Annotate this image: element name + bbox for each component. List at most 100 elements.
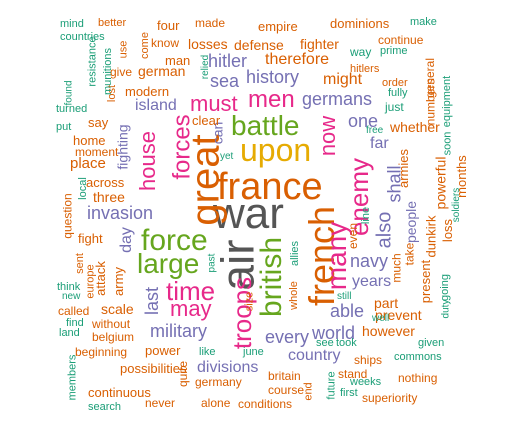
word-loss: loss — [440, 218, 456, 243]
word-able: able — [330, 301, 365, 321]
word-going: going — [438, 274, 451, 301]
word-hitler: hitler — [208, 51, 248, 71]
word-time: time — [166, 276, 216, 306]
word-made: made — [195, 16, 226, 30]
word-one: one — [348, 111, 379, 131]
word-mind: mind — [60, 18, 84, 30]
word-moment: moment — [75, 145, 119, 159]
word-found: found — [63, 80, 75, 106]
word-way: way — [350, 45, 372, 59]
word-country: country — [288, 347, 341, 364]
word-resistance: resistance — [86, 36, 99, 87]
word-say: say — [88, 115, 109, 130]
word-allies: allies — [289, 240, 302, 267]
word-like: like — [199, 346, 216, 358]
word-prime: prime — [380, 45, 408, 57]
word-large: large — [137, 248, 200, 279]
word-free: free — [366, 125, 384, 136]
word-sea: sea — [210, 71, 240, 91]
word-stand: stand — [338, 367, 368, 381]
word-however: however — [362, 323, 415, 339]
word-know: know — [151, 36, 180, 50]
word-house: house — [134, 131, 160, 191]
word-modern: modern — [125, 84, 170, 99]
word-alone: alone — [201, 396, 231, 410]
word-years: years — [352, 273, 392, 290]
word-britain: britain — [268, 369, 301, 383]
word-first: first — [340, 387, 358, 399]
word-use: use — [117, 40, 130, 59]
word-dunkirk: dunkirk — [423, 215, 439, 258]
word-line: line — [360, 206, 373, 225]
word-world: world — [312, 323, 356, 343]
word-now: now — [315, 115, 341, 157]
word-place: place — [70, 155, 106, 172]
word-order: order — [382, 77, 408, 89]
word-belgium: belgium — [92, 330, 135, 344]
word-soon: soon — [441, 131, 454, 156]
word-put: put — [56, 121, 72, 133]
word-superiority: superiority — [362, 391, 418, 405]
word-hitlers: hitlers — [350, 63, 380, 75]
word-german: german — [138, 63, 186, 79]
word-still: still — [337, 291, 352, 302]
word-must: must — [190, 91, 238, 116]
word-powerful: powerful — [432, 156, 449, 210]
word-took: took — [336, 337, 357, 349]
word-without: without — [92, 317, 131, 331]
word-man: man — [165, 53, 191, 68]
word-countries: countries — [60, 31, 105, 43]
word-invasion: invasion — [87, 203, 154, 223]
word-three: three — [93, 189, 125, 205]
word-whether: whether — [390, 119, 440, 135]
word-see: see — [316, 337, 334, 349]
word-fighter: fighter — [300, 36, 339, 52]
word-military: military — [150, 321, 207, 341]
word-land: land — [59, 327, 80, 339]
word-losses: losses — [188, 36, 228, 52]
word-every: every — [265, 327, 310, 347]
word-germany: germany — [195, 375, 242, 389]
word-question: question — [60, 193, 75, 239]
word-germans: germans — [302, 89, 373, 109]
word-may: may — [170, 296, 212, 321]
word-present: present — [418, 259, 434, 304]
word-called: called — [58, 304, 90, 318]
word-prevent: prevent — [375, 307, 422, 323]
word-navy: navy — [350, 251, 389, 271]
word-soldiers: soldiers — [451, 187, 463, 223]
word-fight: fight — [78, 231, 103, 246]
word-france: france — [217, 166, 323, 208]
word-relied: relied — [200, 54, 212, 80]
word-take: take — [402, 242, 417, 266]
word-given: given — [418, 337, 445, 349]
word-better: better — [98, 17, 127, 29]
word-empire: empire — [258, 19, 298, 34]
word-power: power — [145, 343, 181, 358]
word-commons: commons — [394, 351, 442, 363]
word-much: much — [389, 253, 404, 283]
word-ships: ships — [354, 353, 383, 367]
word-battle: battle — [231, 110, 300, 141]
word-part: part — [374, 295, 399, 311]
word-across: across — [86, 175, 125, 190]
word-war: war — [213, 189, 284, 238]
word-army: army — [110, 267, 126, 296]
word-find: find — [66, 317, 84, 329]
word-upon: upon — [240, 132, 312, 168]
word-far: far — [370, 135, 389, 152]
word-turned: turned — [56, 103, 88, 115]
word-scale: scale — [101, 301, 134, 317]
word-equipment: equipment — [441, 75, 454, 128]
word-make: make — [410, 16, 437, 28]
word-europe: europe — [84, 264, 97, 299]
word-clear: clear — [192, 113, 221, 128]
word-men: men — [248, 86, 295, 113]
word-well: well — [372, 313, 390, 324]
word-new: new — [62, 291, 81, 302]
word-come: come — [138, 32, 151, 59]
word-last: last — [142, 286, 163, 316]
word-history: history — [246, 67, 300, 87]
word-island: island — [135, 97, 177, 114]
